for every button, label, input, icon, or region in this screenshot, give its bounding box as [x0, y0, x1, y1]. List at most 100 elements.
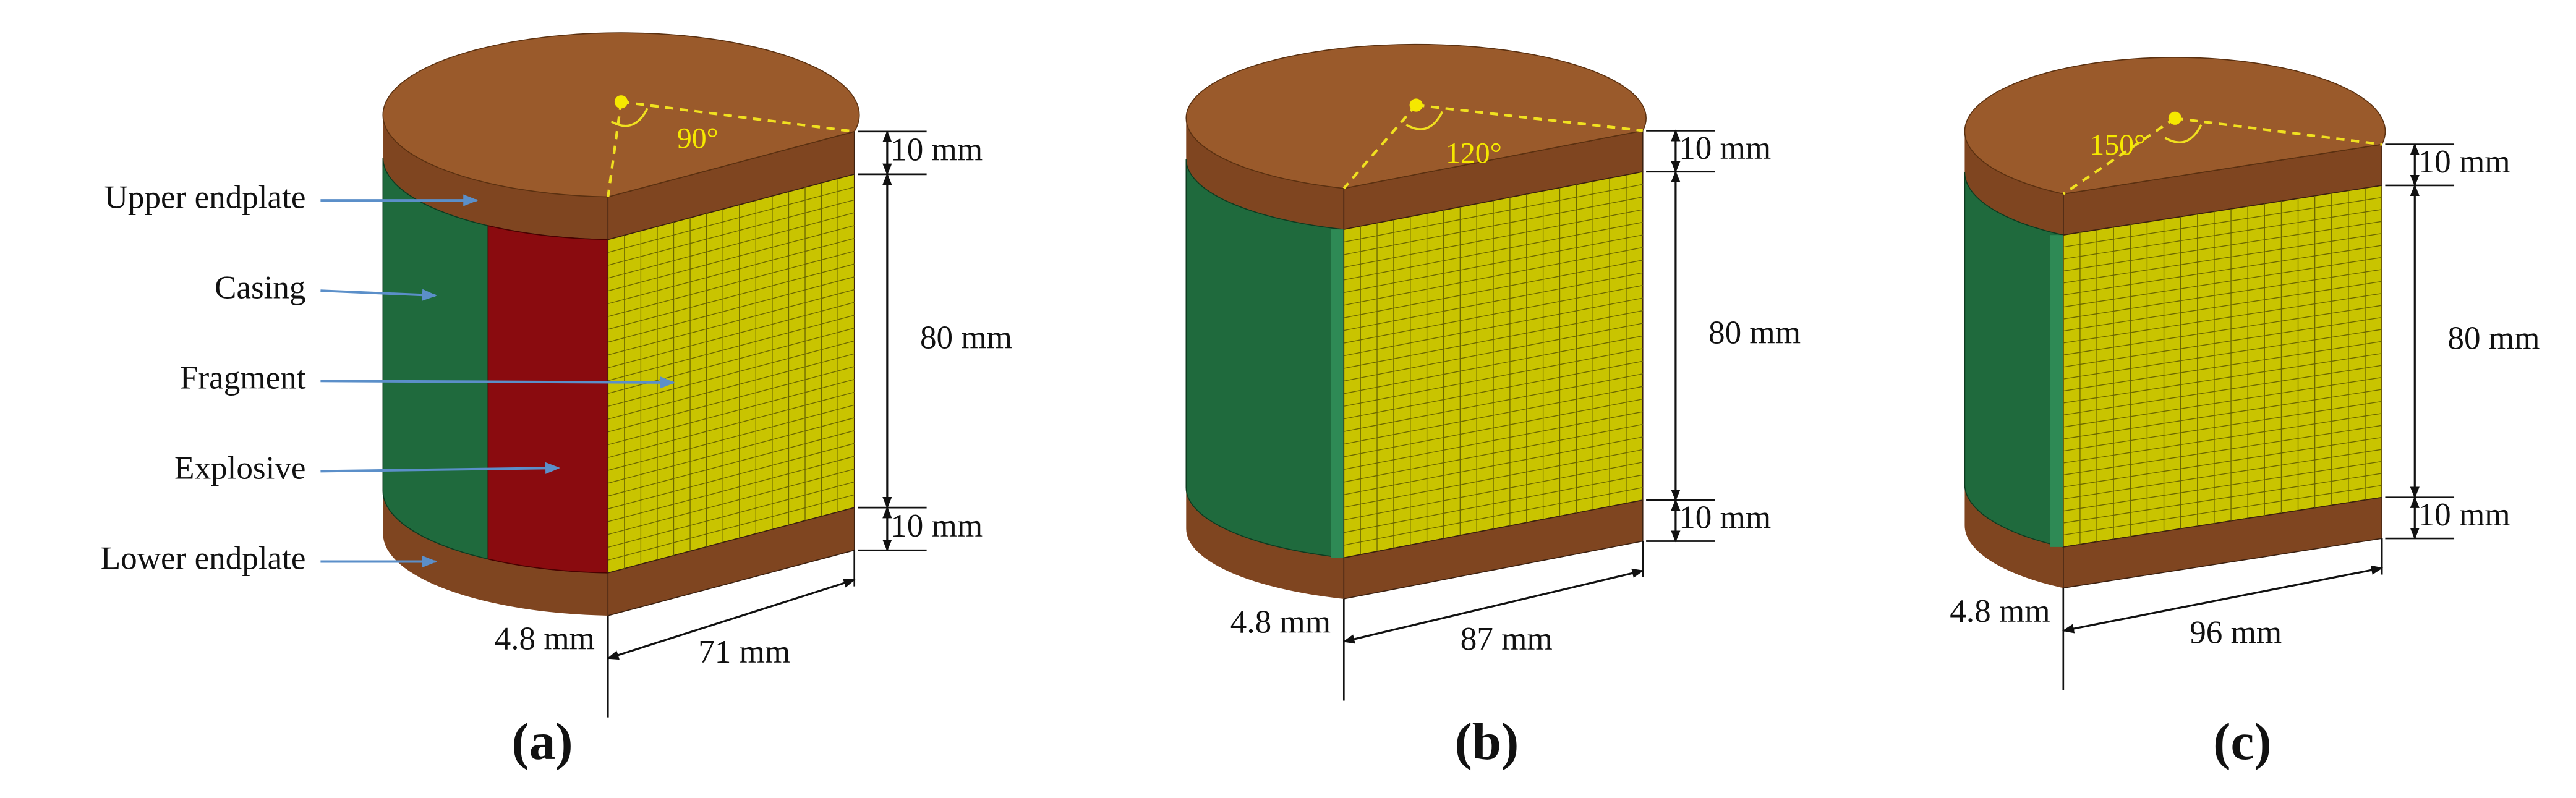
- fragment-grid: [1344, 310, 1643, 369]
- fragment-grid: [608, 366, 855, 433]
- fragment-grid: [608, 263, 855, 330]
- fragment-grid: [2063, 485, 2382, 536]
- fragment-grid: [1344, 285, 1643, 344]
- fragment-grid: [1344, 209, 1643, 268]
- lower-endplate-dim: 10 mm: [890, 508, 983, 544]
- width-dim: 87 mm: [1461, 621, 1553, 657]
- angle-label: 120°: [1446, 137, 1502, 169]
- lower-endplate-dim: 10 mm: [1679, 499, 1771, 535]
- center-point: [2168, 111, 2182, 125]
- fragment-grid: [608, 353, 855, 420]
- fragment-grid: [608, 225, 855, 292]
- fragment-grid: [2063, 341, 2382, 392]
- lower-endplate-dim: 10 mm: [2418, 497, 2510, 533]
- component-label: Lower endplate: [101, 541, 306, 577]
- fragment-grid: [2063, 269, 2382, 320]
- fragment-grid: [608, 199, 855, 266]
- center-point: [614, 95, 628, 109]
- angle-line: [621, 100, 855, 133]
- fragment-grid: [2063, 425, 2382, 476]
- height-dim: 80 mm: [1708, 315, 1801, 351]
- angle-arc: [1405, 111, 1444, 130]
- panel-label: (c): [2213, 713, 2271, 771]
- component-label: Casing: [215, 270, 306, 305]
- fragment-grid: [1344, 474, 1643, 533]
- fragment-grid: [1344, 221, 1643, 281]
- fragment-grid: [608, 212, 855, 279]
- width-dim: 96 mm: [2190, 614, 2282, 650]
- fragment-grid: [608, 417, 855, 484]
- casing-thickness-dim: 4.8 mm: [495, 621, 595, 657]
- fragment-grid: [1344, 272, 1643, 331]
- fragment-grid: [1344, 247, 1643, 306]
- fragment-grid: [1344, 197, 1643, 255]
- fragment-grid: [2063, 353, 2382, 404]
- fragment-grid: [1344, 323, 1643, 382]
- fragment-grid: [2063, 376, 2382, 428]
- angle-label: 150°: [2089, 129, 2146, 161]
- upper-endplate-top: [1185, 43, 1647, 189]
- fragment-grid: [2063, 197, 2382, 248]
- angle-line: [2175, 117, 2382, 146]
- fragment-grid: [608, 379, 855, 446]
- center-point: [1409, 98, 1423, 112]
- fragment-grid: [608, 456, 855, 522]
- dimension-line: [1342, 568, 1644, 644]
- upper-endplate-dim: 10 mm: [890, 132, 983, 168]
- component-label: Explosive: [174, 451, 305, 486]
- fragment-grid: [2063, 365, 2382, 416]
- fragment-grid: [2063, 293, 2382, 344]
- fragment-grid: [2063, 257, 2382, 308]
- fragment-grid: [608, 494, 855, 561]
- casing-thickness-dim: 4.8 mm: [1950, 593, 2050, 629]
- upper-endplate-top: [382, 32, 860, 198]
- height-dim: 80 mm: [920, 320, 1012, 356]
- fragment-grid: [1344, 360, 1643, 420]
- fragment-grid: [608, 237, 855, 304]
- fragment-grid: [2063, 401, 2382, 452]
- upper-endplate-dim: 10 mm: [1679, 130, 1771, 166]
- cylinder-model: [1185, 43, 1647, 600]
- fragment-grid: [608, 289, 855, 355]
- angle-arc: [610, 108, 649, 127]
- angle-line: [2062, 117, 2176, 195]
- fragment-grid: [2063, 449, 2382, 499]
- fragment-grid: [1344, 486, 1643, 546]
- angle-arc: [2164, 124, 2203, 143]
- cylinder-model: [1964, 57, 2386, 589]
- component-label: Upper endplate: [104, 179, 306, 215]
- fragment-grid: [2063, 232, 2382, 284]
- casing-edge: [2050, 235, 2063, 547]
- fragment-grid: [608, 482, 855, 548]
- fragment-grid: [608, 469, 855, 535]
- casing-thickness-dim: 4.8 mm: [1230, 605, 1331, 640]
- fragment-grid: [608, 443, 855, 509]
- upper-endplate-top: [1964, 57, 2386, 195]
- callout-arrow: [320, 376, 675, 389]
- panel-label: (a): [511, 713, 573, 771]
- fragment-grid: [608, 315, 855, 381]
- fragment-grid: [2063, 413, 2382, 464]
- fragment-grid: [2063, 389, 2382, 439]
- fragment-grid: [1344, 260, 1643, 318]
- explosive: [487, 225, 609, 574]
- fragment-grid: [608, 340, 855, 407]
- angle-line: [1342, 104, 1417, 190]
- fragment-grid: [608, 391, 855, 458]
- callout-arrow: [320, 462, 560, 474]
- height-dim: 80 mm: [2447, 321, 2540, 357]
- fragment-grid: [2063, 473, 2382, 524]
- fragment-grid: [608, 430, 855, 497]
- upper-endplate-dim: 10 mm: [2418, 144, 2510, 180]
- dimension-line: [2062, 565, 2384, 634]
- angle-label: 90°: [677, 122, 719, 155]
- fragment-grid: [2063, 329, 2382, 380]
- fragment-grid: [1344, 411, 1643, 470]
- fragment-grid: [1344, 436, 1643, 495]
- fragment-grid: [2063, 209, 2382, 260]
- casing-edge: [1331, 229, 1344, 558]
- cylinder-model: [382, 32, 860, 616]
- fragment-grid: [1344, 423, 1643, 483]
